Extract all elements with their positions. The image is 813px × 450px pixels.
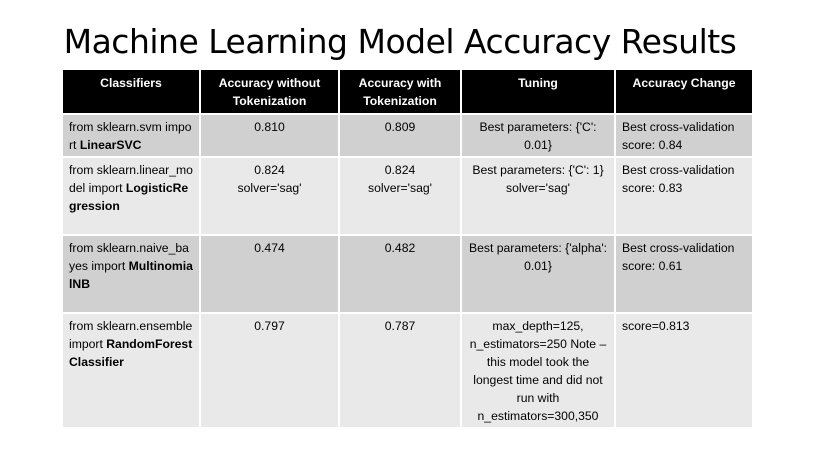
table-row: from sklearn.ensemble import RandomFores… bbox=[63, 312, 752, 427]
classifier-cell: from sklearn.naive_bayes import Multinom… bbox=[63, 234, 201, 313]
accuracy-value: 0.810 bbox=[254, 120, 285, 134]
classifier-cell: from sklearn.linear_model import Logisti… bbox=[63, 156, 201, 235]
tuning-cell: Best parameters: {'alpha': 0.01} bbox=[461, 234, 616, 313]
accuracy-without-cell: 0.810 bbox=[200, 113, 340, 157]
classifier-name: LogisticRegression bbox=[69, 181, 189, 213]
accuracy-value: 0.474 bbox=[254, 241, 285, 255]
accuracy-note: solver='sag' bbox=[237, 181, 302, 195]
accuracy-with-cell: 0.809 bbox=[339, 113, 462, 157]
classifier-import: from sklearn.linear_model import bbox=[69, 163, 193, 195]
tuning-text: Best parameters: {'alpha': 0.01} bbox=[468, 241, 608, 273]
accuracy-with-cell: 0.787 bbox=[339, 312, 462, 427]
table-row: from sklearn.linear_model import Logisti… bbox=[63, 156, 752, 235]
accuracy-value: 0.809 bbox=[384, 120, 416, 134]
classifier-import: from sklearn.ensemble import bbox=[69, 319, 193, 351]
accuracy-without-cell: 0.797 bbox=[200, 312, 340, 427]
accuracy-change-cell: Best cross-validation score: 0.83 bbox=[615, 156, 752, 235]
accuracy-without-cell: 0.474 bbox=[200, 234, 340, 313]
table-row: from sklearn.svm import LinearSVC 0.810 … bbox=[63, 113, 752, 157]
results-table: Classifiers Accuracy without Tokenizatio… bbox=[63, 70, 752, 427]
accuracy-value: 0.787 bbox=[384, 319, 416, 333]
tuning-cell: Best parameters: {'C': 0.01} bbox=[461, 113, 616, 157]
accuracy-with-cell: 0.482 bbox=[339, 234, 462, 313]
accuracy-change-cell: score=0.813 bbox=[615, 312, 752, 427]
page-title: Machine Learning Model Accuracy Results bbox=[63, 22, 737, 61]
accuracy-value: 0.824 bbox=[384, 163, 416, 177]
accuracy-change-cell: Best cross-validation score: 0.61 bbox=[615, 234, 752, 313]
accuracy-without-cell: 0.824 solver='sag' bbox=[200, 156, 340, 235]
tuning-text: Best parameters: {'C': 1} bbox=[472, 163, 604, 177]
accuracy-note: solver='sag' bbox=[368, 181, 432, 195]
table-header-row: Classifiers Accuracy without Tokenizatio… bbox=[63, 70, 752, 114]
classifier-cell: from sklearn.svm import LinearSVC bbox=[63, 113, 201, 157]
header-accuracy-without-tokenization: Accuracy without Tokenization bbox=[200, 70, 340, 114]
accuracy-value: 0.482 bbox=[384, 241, 416, 255]
accuracy-change-cell: Best cross-validation score: 0.84 bbox=[615, 113, 752, 157]
header-classifiers: Classifiers bbox=[63, 70, 201, 114]
accuracy-with-cell: 0.824 solver='sag' bbox=[339, 156, 462, 235]
tuning-cell: Best parameters: {'C': 1} solver='sag' bbox=[461, 156, 616, 235]
accuracy-value: 0.824 bbox=[254, 163, 285, 177]
header-accuracy-change: Accuracy Change bbox=[615, 70, 752, 114]
classifier-cell: from sklearn.ensemble import RandomFores… bbox=[63, 312, 201, 427]
header-accuracy-with-tokenization: Accuracy with Tokenization bbox=[339, 70, 462, 114]
classifier-name: LinearSVC bbox=[79, 138, 142, 152]
tuning-text: max_depth=125, n_estimators=250 Note – t… bbox=[469, 319, 607, 423]
classifier-import: from sklearn.svm import bbox=[69, 120, 192, 152]
classifier-name: RandomForestClassifier bbox=[69, 337, 193, 369]
tuning-text: Best parameters: {'C': 0.01} bbox=[479, 120, 597, 152]
tuning-cell: max_depth=125, n_estimators=250 Note – t… bbox=[461, 312, 616, 427]
accuracy-value: 0.797 bbox=[254, 319, 285, 333]
tuning-note: solver='sag' bbox=[506, 181, 570, 195]
classifier-import: from sklearn.naive_bayes import bbox=[69, 241, 189, 273]
classifier-name: MultinomialNB bbox=[69, 259, 193, 291]
header-tuning: Tuning bbox=[461, 70, 616, 114]
table-row: from sklearn.naive_bayes import Multinom… bbox=[63, 234, 752, 313]
